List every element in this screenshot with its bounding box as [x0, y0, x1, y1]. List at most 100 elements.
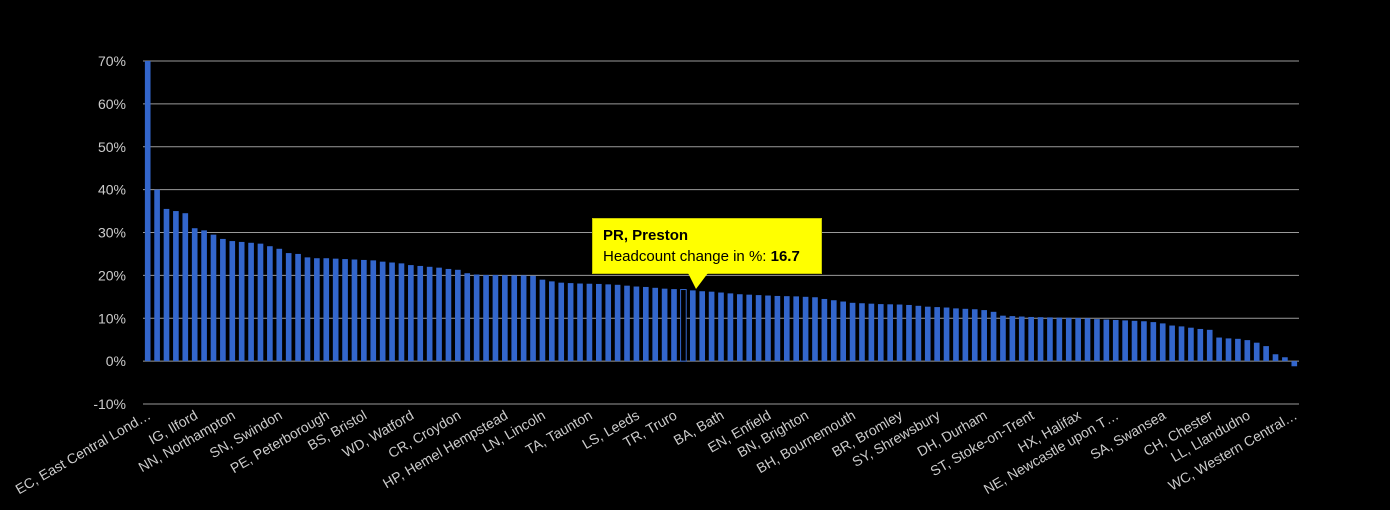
bar[interactable] — [445, 268, 452, 362]
bar[interactable] — [736, 294, 743, 362]
bar[interactable] — [539, 279, 546, 362]
bar[interactable] — [783, 296, 790, 362]
bar[interactable] — [661, 288, 668, 362]
bar[interactable] — [840, 301, 846, 362]
bar[interactable] — [896, 304, 903, 362]
bar[interactable] — [1225, 338, 1232, 362]
bar[interactable] — [248, 242, 254, 362]
bar[interactable] — [408, 265, 414, 362]
bar[interactable] — [1244, 340, 1251, 362]
bar[interactable] — [1282, 357, 1288, 362]
bar[interactable] — [285, 253, 292, 362]
bar[interactable] — [1272, 354, 1279, 362]
bar[interactable] — [1094, 319, 1100, 362]
bar[interactable] — [492, 274, 499, 362]
bar[interactable] — [1150, 322, 1157, 362]
bar[interactable] — [586, 283, 593, 362]
bar[interactable] — [1197, 328, 1204, 362]
bar[interactable] — [1178, 326, 1185, 362]
bar[interactable] — [849, 302, 856, 362]
bar[interactable] — [1028, 316, 1034, 362]
bar[interactable] — [577, 283, 583, 362]
bar[interactable] — [802, 296, 809, 362]
bar[interactable] — [1131, 320, 1138, 362]
bar[interactable] — [323, 258, 330, 362]
bar[interactable] — [1188, 327, 1194, 362]
bar[interactable] — [426, 266, 433, 362]
bar[interactable] — [229, 241, 236, 362]
bar[interactable] — [605, 284, 612, 362]
bar[interactable] — [314, 258, 320, 362]
bar[interactable] — [342, 259, 348, 362]
bar[interactable] — [868, 303, 875, 362]
bar[interactable] — [182, 213, 189, 362]
bar[interactable] — [689, 290, 696, 362]
bar[interactable] — [1000, 315, 1006, 362]
bar[interactable] — [191, 228, 198, 362]
bar[interactable] — [370, 260, 377, 362]
bar[interactable] — [1291, 361, 1298, 367]
bar[interactable] — [1065, 317, 1072, 362]
bar[interactable] — [953, 308, 959, 362]
bar[interactable] — [502, 275, 508, 362]
bar[interactable] — [1235, 338, 1241, 362]
bar[interactable] — [971, 309, 978, 362]
bar[interactable] — [257, 243, 264, 362]
bar[interactable] — [361, 259, 367, 362]
bar[interactable] — [981, 310, 987, 362]
bar[interactable] — [924, 306, 931, 362]
bar[interactable] — [633, 286, 640, 362]
bar[interactable] — [990, 311, 997, 362]
bar[interactable] — [154, 189, 160, 362]
bar[interactable] — [1018, 316, 1025, 362]
bar[interactable] — [558, 282, 565, 362]
bar[interactable] — [1253, 342, 1260, 362]
bar[interactable] — [455, 269, 461, 362]
bar[interactable] — [596, 283, 602, 362]
bar[interactable] — [1122, 320, 1128, 362]
bar[interactable] — [1009, 316, 1016, 362]
bar[interactable] — [680, 289, 687, 362]
bar[interactable] — [962, 308, 969, 362]
bar[interactable] — [1159, 323, 1166, 362]
bar[interactable] — [859, 303, 865, 362]
bar[interactable] — [511, 275, 518, 362]
bar[interactable] — [943, 307, 950, 362]
bar[interactable] — [483, 274, 489, 362]
bar[interactable] — [1206, 329, 1213, 362]
bar[interactable] — [1037, 317, 1044, 362]
bar[interactable] — [671, 289, 677, 362]
bar[interactable] — [708, 291, 715, 362]
bar[interactable] — [398, 263, 405, 362]
bar[interactable] — [934, 307, 940, 362]
bar[interactable] — [699, 291, 706, 362]
bar[interactable] — [746, 294, 753, 362]
bar[interactable] — [351, 259, 358, 362]
bar[interactable] — [774, 295, 781, 362]
bar[interactable] — [276, 248, 283, 362]
bar[interactable] — [1056, 317, 1063, 362]
bar[interactable] — [530, 275, 536, 362]
bar[interactable] — [144, 61, 151, 362]
bar[interactable] — [1047, 317, 1053, 362]
bar[interactable] — [549, 281, 555, 362]
bar[interactable] — [1216, 337, 1222, 362]
bar[interactable] — [1075, 318, 1081, 362]
bar[interactable] — [1141, 321, 1147, 362]
bar[interactable] — [755, 295, 762, 362]
bar[interactable] — [567, 283, 574, 362]
bar[interactable] — [436, 267, 442, 362]
bar[interactable] — [1084, 318, 1091, 362]
bar[interactable] — [267, 246, 273, 362]
bar[interactable] — [1263, 346, 1269, 362]
bar[interactable] — [906, 304, 912, 362]
bar[interactable] — [821, 298, 828, 362]
bar[interactable] — [389, 262, 395, 362]
bar[interactable] — [295, 253, 301, 362]
bar[interactable] — [793, 296, 800, 362]
bar[interactable] — [173, 211, 179, 362]
bar[interactable] — [652, 287, 659, 362]
bar[interactable] — [332, 258, 339, 362]
bar[interactable] — [915, 305, 922, 362]
bar[interactable] — [417, 265, 424, 362]
